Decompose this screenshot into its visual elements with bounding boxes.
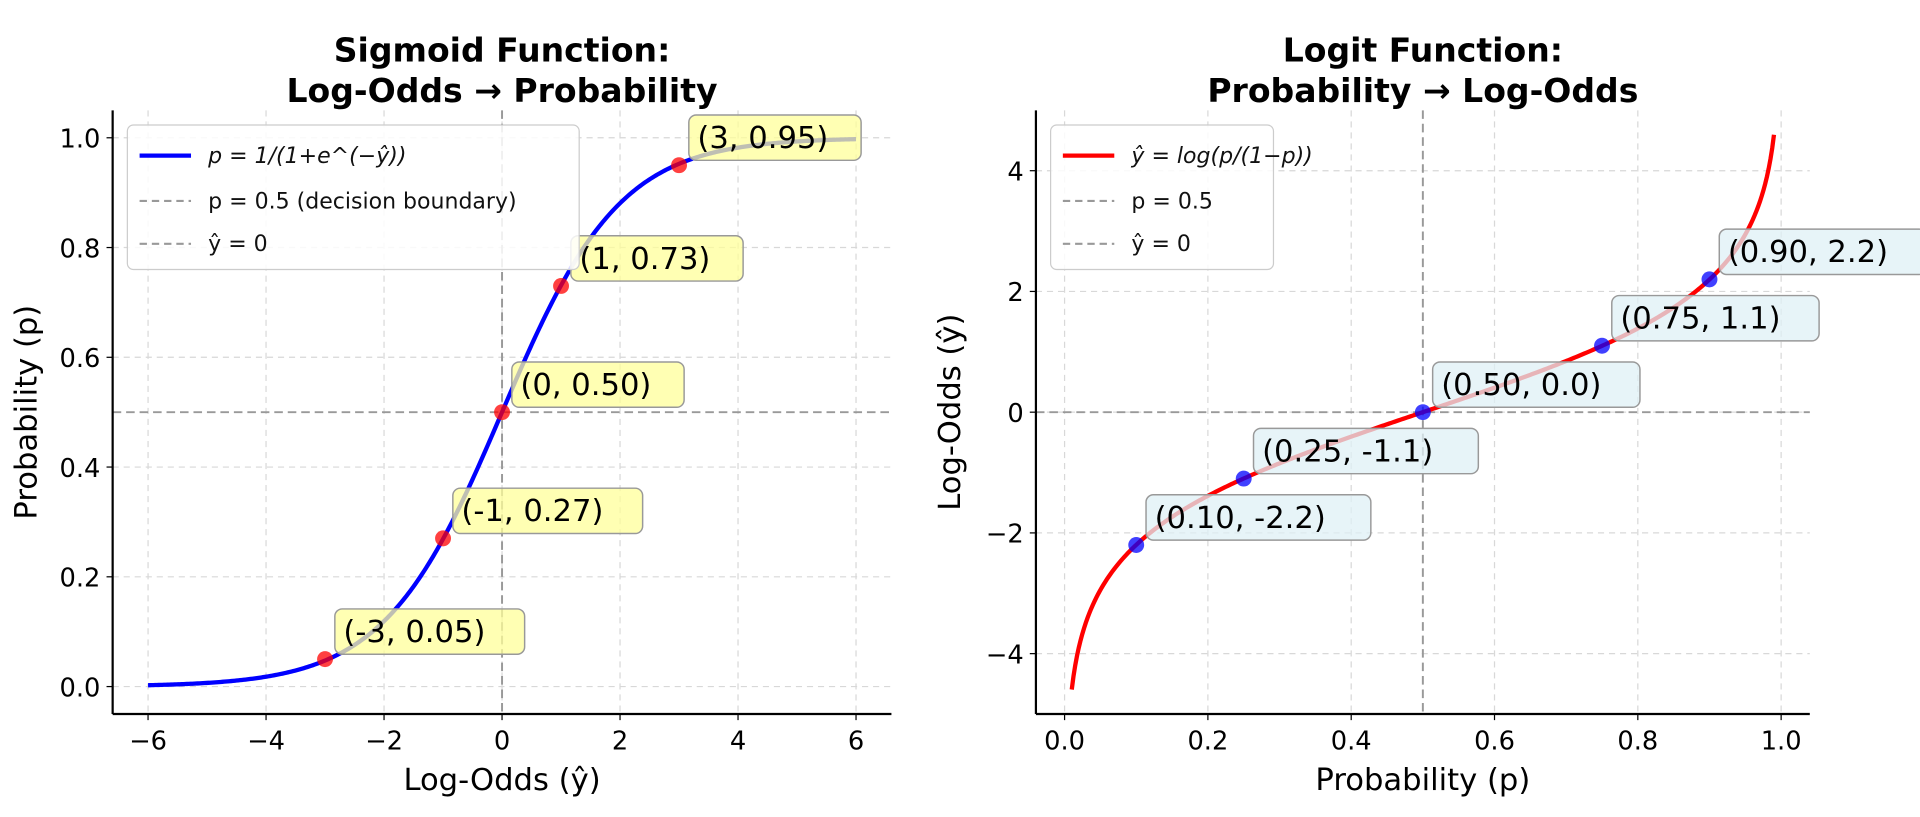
data-point (317, 651, 334, 668)
data-point (1414, 404, 1431, 421)
y-tick-label: 0.6 (60, 344, 101, 374)
annotation-label: (0.10, -2.2) (1155, 501, 1326, 536)
legend-entry: p = 0.5 (1131, 189, 1213, 214)
annotation-label: (0.25, -1.1) (1262, 434, 1433, 469)
data-point (435, 530, 452, 547)
x-tick-label: 0.0 (1044, 727, 1085, 757)
y-tick-label: −2 (986, 520, 1024, 550)
annotation-box (688, 114, 862, 162)
annotation-box (511, 361, 685, 409)
x-tick-label: 2 (612, 727, 628, 757)
y-tick-label: 2 (1007, 278, 1023, 308)
annotation-box (1718, 228, 1920, 276)
legend-entry: ŷ = 0 (1131, 232, 1191, 257)
chart-title-line: Log-Odds → Probability (287, 71, 718, 110)
y-tick-label: 0 (1007, 399, 1023, 429)
y-tick-label: 0.4 (60, 454, 101, 484)
x-tick-label: 1.0 (1761, 727, 1802, 757)
y-tick-label: 0.8 (60, 234, 101, 264)
x-tick-label: 0.6 (1474, 727, 1515, 757)
x-tick-label: −2 (365, 727, 403, 757)
annotation-label: (3, 0.95) (697, 121, 828, 156)
data-point (1594, 337, 1610, 354)
legend-box (1050, 124, 1275, 271)
x-axis-label: Probability (p) (1315, 763, 1530, 798)
x-tick-label: 0 (494, 727, 510, 757)
annotation-label: (0, 0.50) (520, 368, 651, 403)
x-tick-label: 6 (848, 727, 864, 757)
y-tick-label: 4 (1007, 158, 1023, 188)
legend-entry: p = 0.5 (decision boundary) (208, 189, 516, 214)
x-tick-label: −6 (129, 727, 167, 757)
data-point (1128, 537, 1145, 553)
data-point (553, 277, 569, 294)
annotation-box (1611, 294, 1820, 342)
data-point (671, 157, 687, 174)
annotation-box (1252, 427, 1480, 475)
x-tick-label: −4 (247, 727, 285, 757)
chart-title-line: Logit Function: (1283, 30, 1563, 69)
data-point (1235, 470, 1252, 487)
y-axis-label: Log-Odds (ŷ) (933, 314, 968, 511)
legend-entry: ŷ = log(p/(1−p)) (1130, 144, 1312, 169)
y-axis-label: Probability (p) (10, 305, 45, 520)
annotation-label: (-3, 0.05) (343, 615, 485, 650)
x-axis-label: Log-Odds (ŷ) (403, 763, 600, 798)
data-point (1701, 271, 1718, 288)
annotation-label: (0.50, 0.0) (1441, 368, 1601, 403)
chart-title-line: Sigmoid Function: (334, 30, 671, 69)
legend-entry: ŷ = 0 (208, 232, 268, 257)
annotation-box (452, 487, 644, 535)
y-tick-label: 1.0 (60, 125, 101, 155)
legend-box (126, 124, 580, 271)
y-tick-label: −4 (986, 640, 1024, 670)
annotation-box (1431, 361, 1641, 409)
annotation-label: (1, 0.73) (579, 242, 710, 277)
annotation-label: (0.90, 2.2) (1728, 235, 1888, 270)
x-tick-label: 4 (730, 727, 746, 757)
y-tick-label: 0.0 (60, 673, 101, 703)
x-tick-label: 0.2 (1187, 727, 1228, 757)
annotation-box (334, 608, 526, 655)
annotation-label: (-1, 0.27) (461, 494, 603, 529)
chart-title-line: Probability → Log-Odds (1207, 71, 1638, 110)
x-tick-label: 0.4 (1331, 727, 1372, 757)
y-tick-label: 0.2 (60, 564, 101, 594)
x-tick-label: 0.8 (1617, 727, 1658, 757)
subplot-1: Sigmoid Function:Log-Odds → Probability (… (10, 30, 892, 798)
annotation-label: (0.75, 1.1) (1620, 302, 1780, 337)
annotation-box (1145, 494, 1372, 541)
subplot-2: Logit Function:Probability → Log-Odds (0.… (933, 30, 1920, 798)
data-point (494, 404, 510, 421)
legend-entry: p = 1/(1+e^(−ŷ)) (207, 144, 406, 169)
